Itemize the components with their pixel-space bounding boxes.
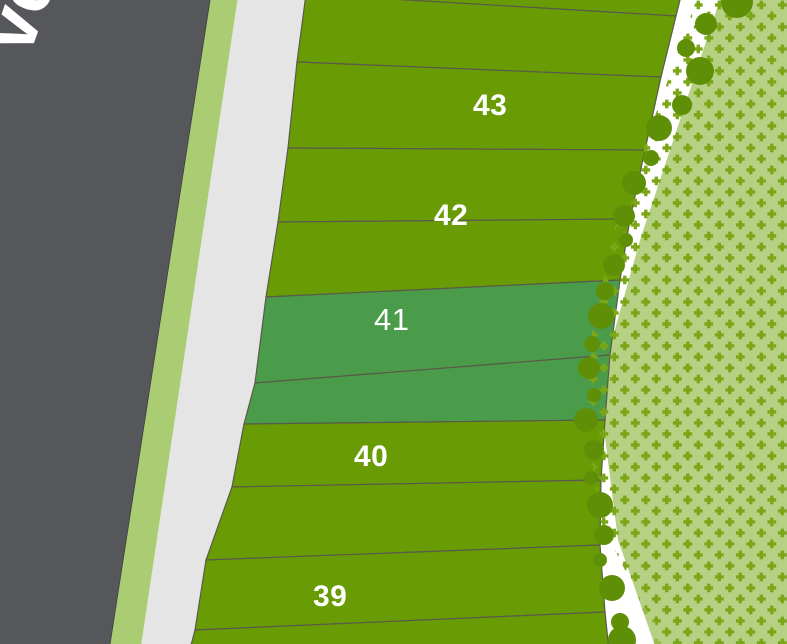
tree-icon bbox=[643, 150, 659, 166]
street-corridor[interactable] bbox=[139, 0, 318, 644]
tree-icon bbox=[686, 57, 714, 85]
tree-cluster bbox=[574, 0, 753, 644]
parcel-43-body[interactable] bbox=[287, 61, 662, 151]
tree-icon bbox=[588, 303, 614, 329]
tree-icon bbox=[594, 525, 614, 545]
tree-icon bbox=[599, 575, 625, 601]
parcel-40[interactable] bbox=[231, 419, 606, 488]
tree-icon bbox=[646, 115, 672, 141]
tree-icon bbox=[608, 626, 636, 644]
development-zone-band bbox=[0, 0, 212, 644]
road-verge-strip bbox=[110, 0, 238, 644]
tree-icon bbox=[619, 233, 633, 247]
tree-icon bbox=[613, 205, 635, 227]
tree-icon bbox=[603, 254, 625, 276]
tree-icon bbox=[587, 388, 601, 402]
parcel-42[interactable] bbox=[277, 147, 646, 223]
vegetation-scrub-feather bbox=[604, 0, 739, 644]
tree-icon bbox=[622, 171, 646, 195]
tree-icon bbox=[721, 0, 753, 18]
tree-icon bbox=[596, 282, 614, 300]
tree-icon bbox=[587, 492, 613, 518]
tree-icon bbox=[584, 440, 604, 460]
tree-icon bbox=[695, 13, 717, 35]
tree-icon bbox=[672, 95, 692, 115]
tree-icon bbox=[584, 336, 600, 352]
tree-icon bbox=[584, 471, 598, 485]
parcel-39-body[interactable] bbox=[182, 611, 612, 644]
tree-icon bbox=[574, 408, 598, 432]
tree-icon bbox=[593, 553, 607, 567]
tree-icon bbox=[677, 39, 695, 57]
tree-icon bbox=[578, 357, 600, 379]
